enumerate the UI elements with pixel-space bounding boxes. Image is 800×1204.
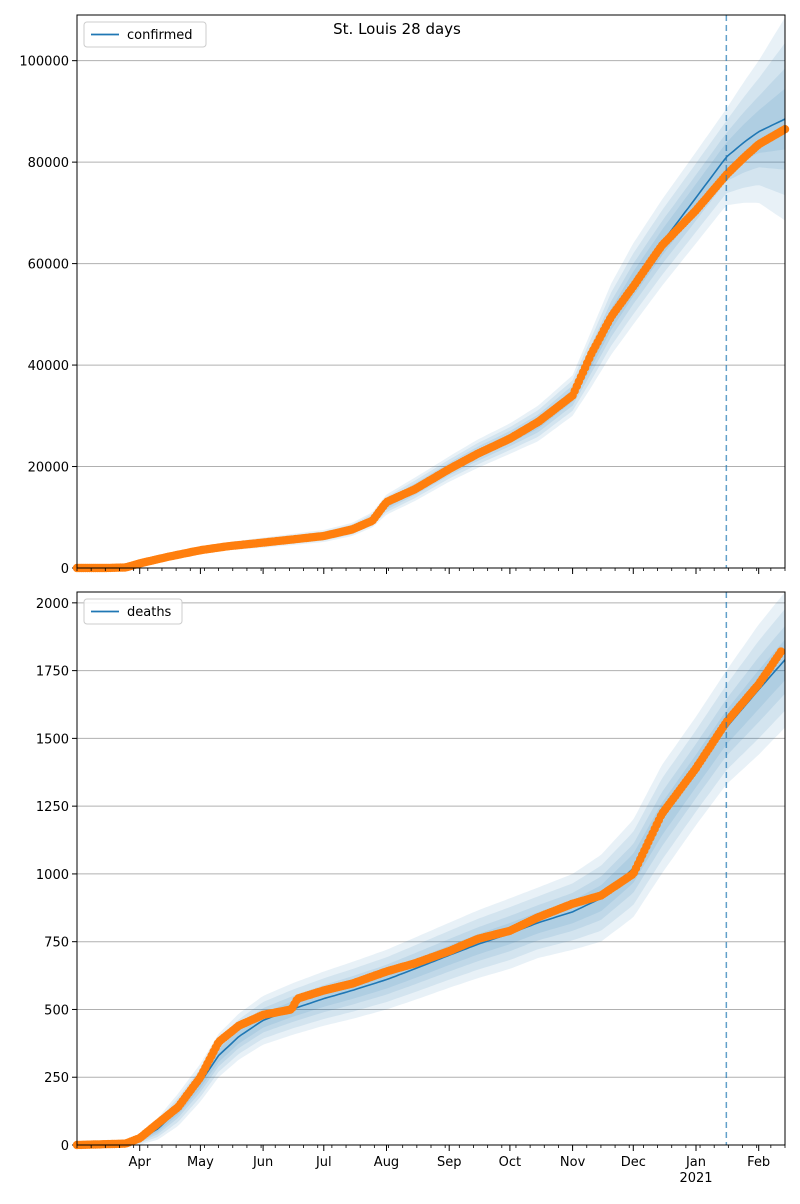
confidence-band-3 xyxy=(77,68,785,569)
y-tick-label: 0 xyxy=(61,1139,69,1154)
confidence-band-3 xyxy=(77,625,785,1145)
x-tick-label: Feb xyxy=(747,1155,770,1170)
y-tick-label: 500 xyxy=(44,1003,69,1018)
y-tick-label: 750 xyxy=(44,936,69,951)
x-tick-label: Jul xyxy=(315,1155,332,1170)
x-tick-label: Apr xyxy=(128,1155,151,1170)
x-tick-label: Jan xyxy=(685,1155,706,1170)
y-tick-label: 1250 xyxy=(36,800,69,815)
data-point xyxy=(776,647,786,656)
y-tick-label: 1500 xyxy=(36,732,69,747)
legend: deaths xyxy=(83,598,183,625)
x-tick-label: Sep xyxy=(437,1155,462,1170)
legend-box xyxy=(83,598,183,625)
legend-label: confirmed xyxy=(127,28,193,43)
y-tick-label: 1000 xyxy=(36,868,69,883)
confidence-band-1 xyxy=(77,17,785,568)
x-year-label: 2021 xyxy=(679,1171,712,1186)
x-tick-label: Oct xyxy=(499,1155,521,1170)
series-line-deaths xyxy=(76,659,786,1146)
panel-confirmed: 0 20000 40000 60000 80000 100000 confirmed xyxy=(19,14,790,577)
y-tick-label: 80000 xyxy=(28,156,69,171)
y-tick-label: 2000 xyxy=(36,597,69,612)
y-tick-label: 0 xyxy=(61,562,69,577)
y-tick-label: 1750 xyxy=(36,665,69,680)
x-tick-label: Dec xyxy=(621,1155,646,1170)
confidence-band-2 xyxy=(77,608,785,1145)
legend: confirmed xyxy=(83,21,207,48)
confidence-band-4 xyxy=(77,88,785,568)
legend-box xyxy=(83,21,207,48)
y-tick-label: 20000 xyxy=(28,461,69,476)
y-tick-label: 250 xyxy=(44,1071,69,1086)
axes-frame xyxy=(76,591,786,1146)
observed-points xyxy=(72,125,790,573)
y-tick-label: 40000 xyxy=(28,359,69,374)
y-tick-label: 60000 xyxy=(28,258,69,273)
observed-points xyxy=(72,647,786,1150)
x-tick-label: May xyxy=(187,1155,214,1170)
panel-deaths: 0 250 500 750 1000 1250 1500 1750 2000 Apr May Jun J… xyxy=(36,591,786,1186)
x-tick-label: Jun xyxy=(252,1155,273,1170)
chart-title: St. Louis 28 days xyxy=(333,20,461,38)
x-tick-label: Aug xyxy=(374,1155,399,1170)
confidence-band-1 xyxy=(77,592,785,1145)
y-tick-label: 100000 xyxy=(19,55,69,70)
confidence-band-4 xyxy=(77,639,785,1145)
x-tick-label: Nov xyxy=(560,1155,586,1170)
legend-label: deaths xyxy=(127,605,172,620)
